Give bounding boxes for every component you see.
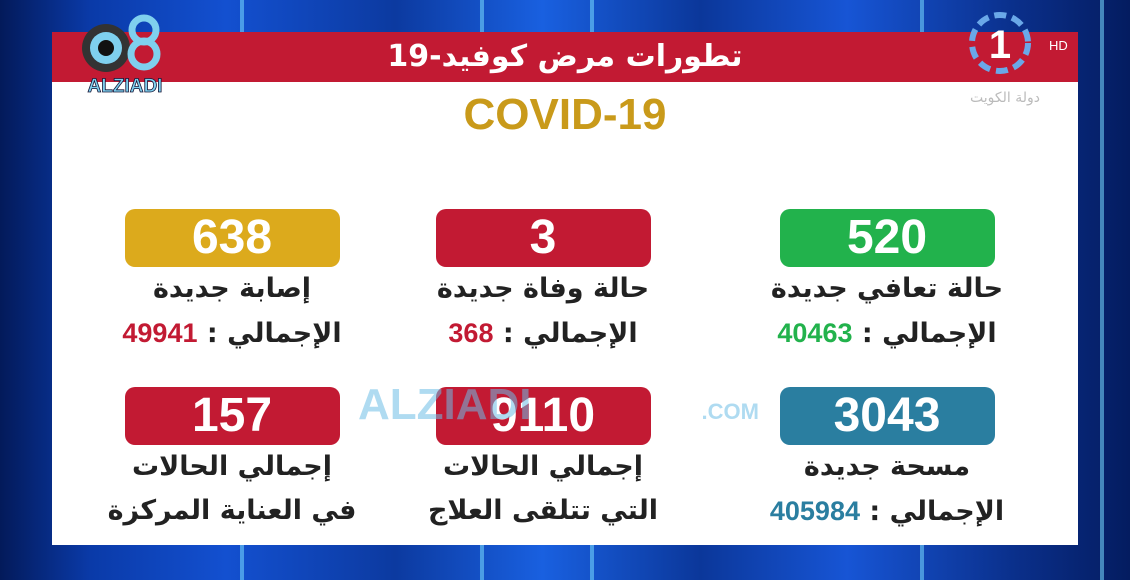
covid-subtitle: COVID-19: [463, 90, 667, 139]
header-title: تطورات مرض كوفيد-19: [52, 32, 1078, 82]
stat-label: إصابة جديدة: [152, 273, 312, 304]
kuwait-tv-logo: 1 HD دولة الكويت: [965, 8, 1075, 108]
stat-total: الإجمالي : 405984: [769, 496, 1005, 527]
stat-value: 157: [124, 387, 340, 445]
stat-value: 3: [435, 209, 651, 267]
stat-label: مسحة جديدة: [803, 451, 971, 482]
stat-label: إجمالي الحالات: [131, 451, 333, 482]
svg-text:HD: HD: [1049, 38, 1068, 53]
stat-label: إجمالي الحالات: [442, 451, 644, 482]
svg-text:1: 1: [989, 23, 1011, 67]
stat-total: الإجمالي : 40463: [777, 318, 997, 349]
stat-value: 638: [124, 209, 340, 267]
svg-text:دولة الكويت: دولة الكويت: [970, 90, 1040, 106]
stat-label: حالة تعافي جديدة: [770, 273, 1004, 304]
svg-text:ALZIADI: ALZIADI: [88, 76, 163, 95]
stat-label: حالة وفاة جديدة: [436, 273, 650, 304]
stat-label-2: في العناية المركزة: [107, 495, 357, 526]
covid-panel: تطورات مرض كوفيد-19 COVID-19: [52, 32, 1078, 545]
stat-card: 638 إصابة جديدة الإجمالي : 49941: [82, 209, 382, 356]
stat-card: 157 إجمالي الحالات في العناية المركزة: [82, 387, 382, 533]
stat-card: 3043 مسحة جديدة الإجمالي : 405984: [737, 387, 1037, 534]
stat-value: 3043: [779, 387, 995, 445]
stat-value: 9110: [435, 387, 651, 445]
stat-value: 520: [779, 209, 995, 267]
stat-card: 520 حالة تعافي جديدة الإجمالي : 40463: [737, 209, 1037, 356]
stat-label-2: التي تتلقى العلاج: [427, 495, 659, 526]
alziadi-logo: ALZIADI: [78, 10, 172, 97]
stat-card: 3 حالة وفاة جديدة الإجمالي : 368: [393, 209, 693, 356]
stat-total: الإجمالي : 368: [448, 318, 638, 349]
stat-card: 9110 إجمالي الحالات التي تتلقى العلاج: [393, 387, 693, 533]
watermark: ALZIADI .COM: [358, 380, 759, 429]
stat-total: الإجمالي : 49941: [122, 318, 342, 349]
